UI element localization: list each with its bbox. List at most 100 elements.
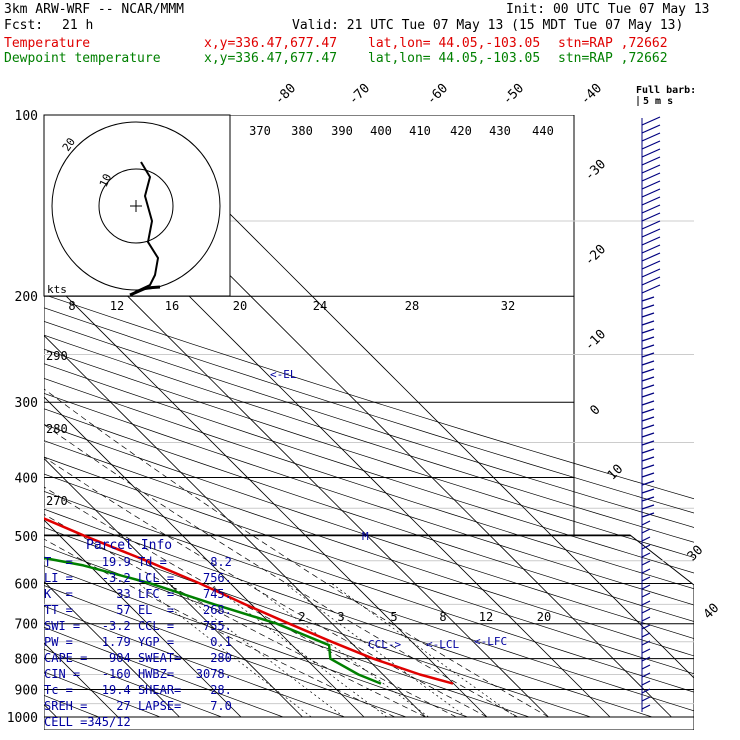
dry-adiabat xyxy=(44,648,222,718)
init-time: Init: 00 UTC Tue 07 May 13 xyxy=(506,2,710,17)
wind-barb xyxy=(641,448,655,454)
wind-barb xyxy=(641,432,655,438)
dry-adiabat xyxy=(44,508,653,718)
parcel-label: PW = xyxy=(44,635,88,649)
wind-barb xyxy=(641,600,651,606)
isotherm-label: -70 xyxy=(346,81,373,108)
fcst-value: 21 h xyxy=(62,18,94,33)
isotherm-label: -80 xyxy=(272,81,299,108)
parcel-value: -3.2 xyxy=(87,619,138,633)
dry-adiabat xyxy=(44,424,694,639)
moist-adiabat xyxy=(44,388,549,718)
parcel-value xyxy=(189,715,240,729)
wind-barb xyxy=(641,536,651,542)
mixing-ratio-label: 20 xyxy=(233,299,247,313)
isotherm xyxy=(44,519,242,718)
temperature-stn: stn=RAP ,72662 xyxy=(558,36,668,51)
model-title: 3km ARW-WRF -- NCAR/MMM xyxy=(4,2,185,17)
hodograph: 10 20 kts xyxy=(43,114,231,297)
isotherm-label: 10 xyxy=(605,462,627,484)
wind-barb xyxy=(641,424,655,430)
dry-adiabat xyxy=(44,545,530,718)
parcel-label: Tc = xyxy=(44,683,88,697)
parcel-row: SREH = 27 LAPSE= 7.0 xyxy=(44,698,240,714)
parcel-value: -160 xyxy=(87,667,138,681)
mixing-ratio-label-low: 12 xyxy=(479,610,493,624)
moist-adiabat xyxy=(44,538,395,718)
mixing-ratio-label: 16 xyxy=(165,299,179,313)
temperature-xy: x,y=336.47,677.47 xyxy=(204,36,338,51)
parcel-row: CIN = -160 HWBZ= 3078. xyxy=(44,666,240,682)
wind-barb xyxy=(641,672,651,678)
wind-barb xyxy=(641,236,661,246)
parcel-row: SWI = -3.2 CCL = 755. xyxy=(44,618,240,634)
isotherm xyxy=(44,580,180,718)
moist-adiabat xyxy=(44,486,457,718)
dry-adiabat xyxy=(44,408,694,622)
dry-adiabat xyxy=(44,671,161,718)
wind-barb xyxy=(641,456,655,462)
barb-legend-title: Full barb: xyxy=(636,85,696,96)
isotherm-label: -20 xyxy=(582,242,609,269)
mixing-ratio-line xyxy=(331,583,517,718)
mixing-ratio-line xyxy=(169,583,345,718)
theta-side-label: 280 xyxy=(46,422,68,436)
hodograph-ring-outer xyxy=(51,121,221,291)
isotherm-label: -10 xyxy=(582,327,609,354)
pressure-tick-label: 400 xyxy=(15,471,38,486)
theta-label: 400 xyxy=(370,124,392,138)
wind-barb xyxy=(641,188,661,198)
parcel-value: 1.79 xyxy=(87,635,138,649)
dry-adiabat xyxy=(44,605,345,718)
parcel-value: 19.9 xyxy=(87,555,138,569)
pressure-tick-label: 800 xyxy=(15,653,38,668)
dry-adiabat xyxy=(44,334,694,543)
parcel-info-panel: Parcel Info T = 19.9 Td = 8.2 LI = -3.2 … xyxy=(44,538,240,730)
mixing-ratio-label-low: 3 xyxy=(337,610,344,624)
dry-adiabat xyxy=(44,307,694,514)
pressure-tick-label: 200 xyxy=(15,290,38,305)
wind-barb xyxy=(641,296,655,302)
wind-barb xyxy=(641,632,651,638)
dewpoint-trace xyxy=(44,556,382,685)
theta-label: 380 xyxy=(291,124,313,138)
isotherm xyxy=(44,457,303,718)
dewpoint-xy: x,y=336.47,677.47 xyxy=(204,51,338,66)
wind-barb xyxy=(641,140,661,150)
dry-adiabat xyxy=(44,527,591,718)
wind-barb xyxy=(641,268,661,278)
theta-side-label: 270 xyxy=(46,494,68,508)
wind-barb xyxy=(641,252,661,262)
parcel-row: LI = -3.2 LCL = 756. xyxy=(44,570,240,586)
parcel-value: -3.2 xyxy=(87,571,138,585)
wind-barb xyxy=(641,148,661,158)
isotherm xyxy=(130,115,694,679)
hodograph-ring-inner xyxy=(98,168,174,244)
wind-barb xyxy=(641,576,651,582)
mixing-ratio-label-low: 5 xyxy=(390,610,397,624)
parcel-value: 3078. xyxy=(188,667,240,681)
wind-barb xyxy=(641,156,661,166)
parcel-value: 57 xyxy=(87,603,138,617)
moist-adiabat xyxy=(44,456,488,718)
mixing-ratio-line xyxy=(249,583,429,718)
hodograph-ring-label-outer: 20 xyxy=(60,135,78,153)
pressure-tick-label: 300 xyxy=(15,396,38,411)
parcel-value: 280 xyxy=(188,651,240,665)
wind-barb xyxy=(641,336,655,342)
wind-barb xyxy=(641,704,651,710)
wind-barb xyxy=(641,164,661,174)
wind-barb xyxy=(641,320,655,326)
barb-legend-value: 5 m s xyxy=(643,96,673,107)
pressure-tick-label: 500 xyxy=(15,530,38,545)
wind-barb xyxy=(641,124,661,134)
mixing-ratio-label: 32 xyxy=(501,299,515,313)
dry-adiabat xyxy=(44,490,694,712)
mixing-ratio-line xyxy=(138,583,312,718)
parcel-label: YGP = xyxy=(137,635,189,649)
dry-adiabat xyxy=(44,473,694,693)
m-marker: M xyxy=(362,530,369,543)
parcel-value: 745. xyxy=(188,587,240,601)
dry-adiabat xyxy=(44,440,694,657)
